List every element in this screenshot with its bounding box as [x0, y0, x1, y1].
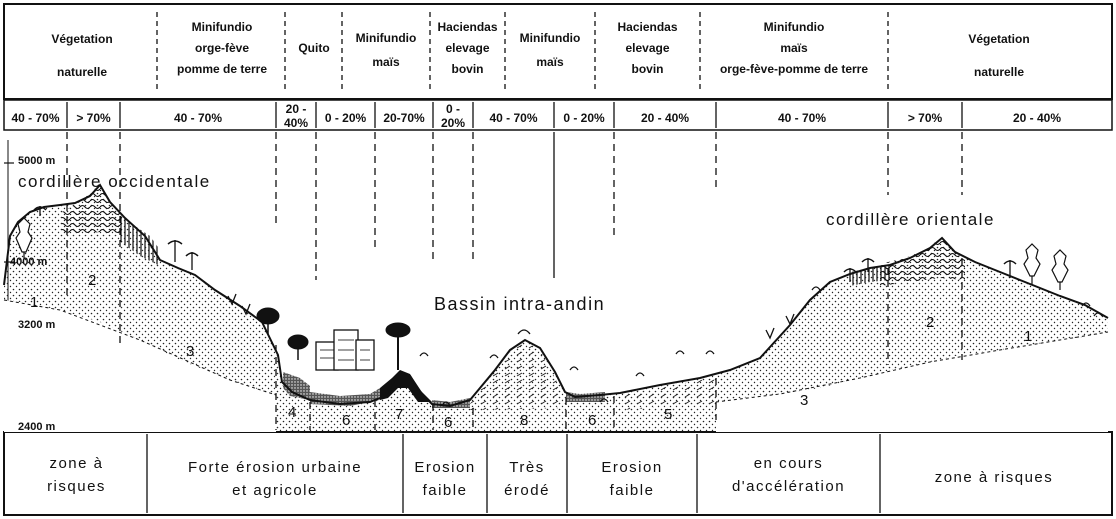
zone-number: 1 [1024, 328, 1034, 345]
quito-buildings [315, 329, 375, 371]
vegetation-trees [15, 206, 1069, 370]
west-bars [118, 214, 160, 266]
top-label-text: Minifundio maïs [519, 31, 581, 69]
top-label-text: Haciendas elevage bovin [617, 20, 678, 76]
lower-white-right [716, 332, 1108, 432]
slope-cell: 0 - 20% [440, 102, 466, 130]
top-label-text: Minifundio maïs [355, 31, 417, 69]
top-label-haciendas-2: Haciendas elevage bovin [596, 17, 699, 80]
slope-cell: > 70% [907, 111, 943, 125]
slope-cell: 20-70% [383, 111, 425, 125]
bottom-label: zone à risques [47, 455, 106, 495]
top-label-minifundio-2: Minifundio maïs [343, 26, 429, 74]
top-label-minifundio-4: Minifundio maïs orge-fève-pomme de terre [701, 17, 887, 80]
zone-number: 6 [444, 414, 454, 431]
altitude-label: 3200 m [18, 319, 56, 331]
slope-row-frame [3, 99, 1113, 131]
top-label-vegetation-left: Végetation naturelle [20, 23, 144, 89]
bottom-label: zone à risques [934, 469, 1054, 486]
bottom-separators [146, 434, 881, 513]
zone-dividers [66, 132, 963, 430]
altitude-label: 4000 m [10, 256, 48, 268]
zone-number: 8 [520, 412, 530, 429]
basin-hatch [470, 342, 566, 410]
top-label-text: Haciendas elevage bovin [437, 20, 498, 76]
region-label-basin: Bassin intra-andin [434, 294, 606, 314]
zone-number: 2 [88, 272, 98, 289]
top-label-text: Minifundio maïs orge-fève-pomme de terre [719, 20, 869, 76]
slope-cell: 20 - 40% [283, 102, 309, 130]
top-label-text: Quito [298, 41, 330, 55]
zone-number: 2 [926, 314, 936, 331]
bottom-label: Erosion faible [414, 459, 476, 499]
top-label-minifundio-1: Minifundio orge-fève pomme de terre [160, 17, 284, 80]
zone-number: 3 [800, 392, 810, 409]
slope-cell: 40 - 70% [777, 111, 827, 125]
slope-cell: 0 - 20% [563, 111, 605, 125]
bottom-label: Erosion faible [601, 459, 663, 499]
zone-number: 3 [186, 343, 196, 360]
zone-number: 6 [588, 412, 598, 429]
top-label-minifundio-3: Minifundio maïs [506, 26, 594, 74]
top-separators [156, 12, 889, 92]
bottom-label: Très érodé [504, 459, 550, 499]
top-frame [3, 3, 1113, 100]
east-wave-band [880, 237, 965, 286]
basin-dark-1 [283, 372, 310, 400]
slope-cell: 40 - 70% [11, 111, 60, 125]
top-label-text: Végetation naturelle [51, 32, 113, 79]
slope-cell: 40 - 70% [173, 111, 223, 125]
zone-number: 7 [395, 406, 405, 423]
east-hatch [620, 378, 716, 410]
terrain-profile [3, 183, 1109, 408]
bottom-label: en cours d'accélération [731, 455, 846, 495]
grass-marks [227, 286, 1103, 407]
slope-cell: 20 - 40% [640, 111, 690, 125]
slope-cell: 0 - 20% [324, 111, 367, 125]
top-label-haciendas-1: Haciendas elevage bovin [431, 17, 504, 80]
top-label-text: Végetation naturelle [968, 32, 1030, 79]
region-label-west: cordillère occidentale [18, 172, 211, 191]
region-label-east: cordillère orientale [826, 210, 995, 229]
slope-cell: 40 - 70% [489, 111, 538, 125]
lower-white [4, 300, 276, 432]
zone-number: 6 [342, 412, 352, 429]
slope-separators [66, 102, 963, 128]
top-label-quito: Quito [287, 38, 341, 59]
zone-number: 1 [30, 294, 40, 311]
top-label-text: Minifundio orge-fève pomme de terre [176, 20, 268, 76]
slope-cell: > 70% [76, 111, 111, 125]
bottom-label: Forte érosion urbaine et agricole [187, 459, 363, 499]
quito-black-hill [380, 370, 432, 402]
top-label-vegetation-right: Végetation naturelle [890, 23, 1108, 89]
zone-number: 5 [664, 406, 674, 423]
slope-cell: 20 - 40% [1012, 111, 1062, 125]
zone-number: 4 [288, 404, 298, 421]
altitude-label: 2400 m [18, 421, 56, 433]
terrain-lower-boundary [3, 299, 1109, 403]
altitude-label: 5000 m [18, 155, 56, 167]
